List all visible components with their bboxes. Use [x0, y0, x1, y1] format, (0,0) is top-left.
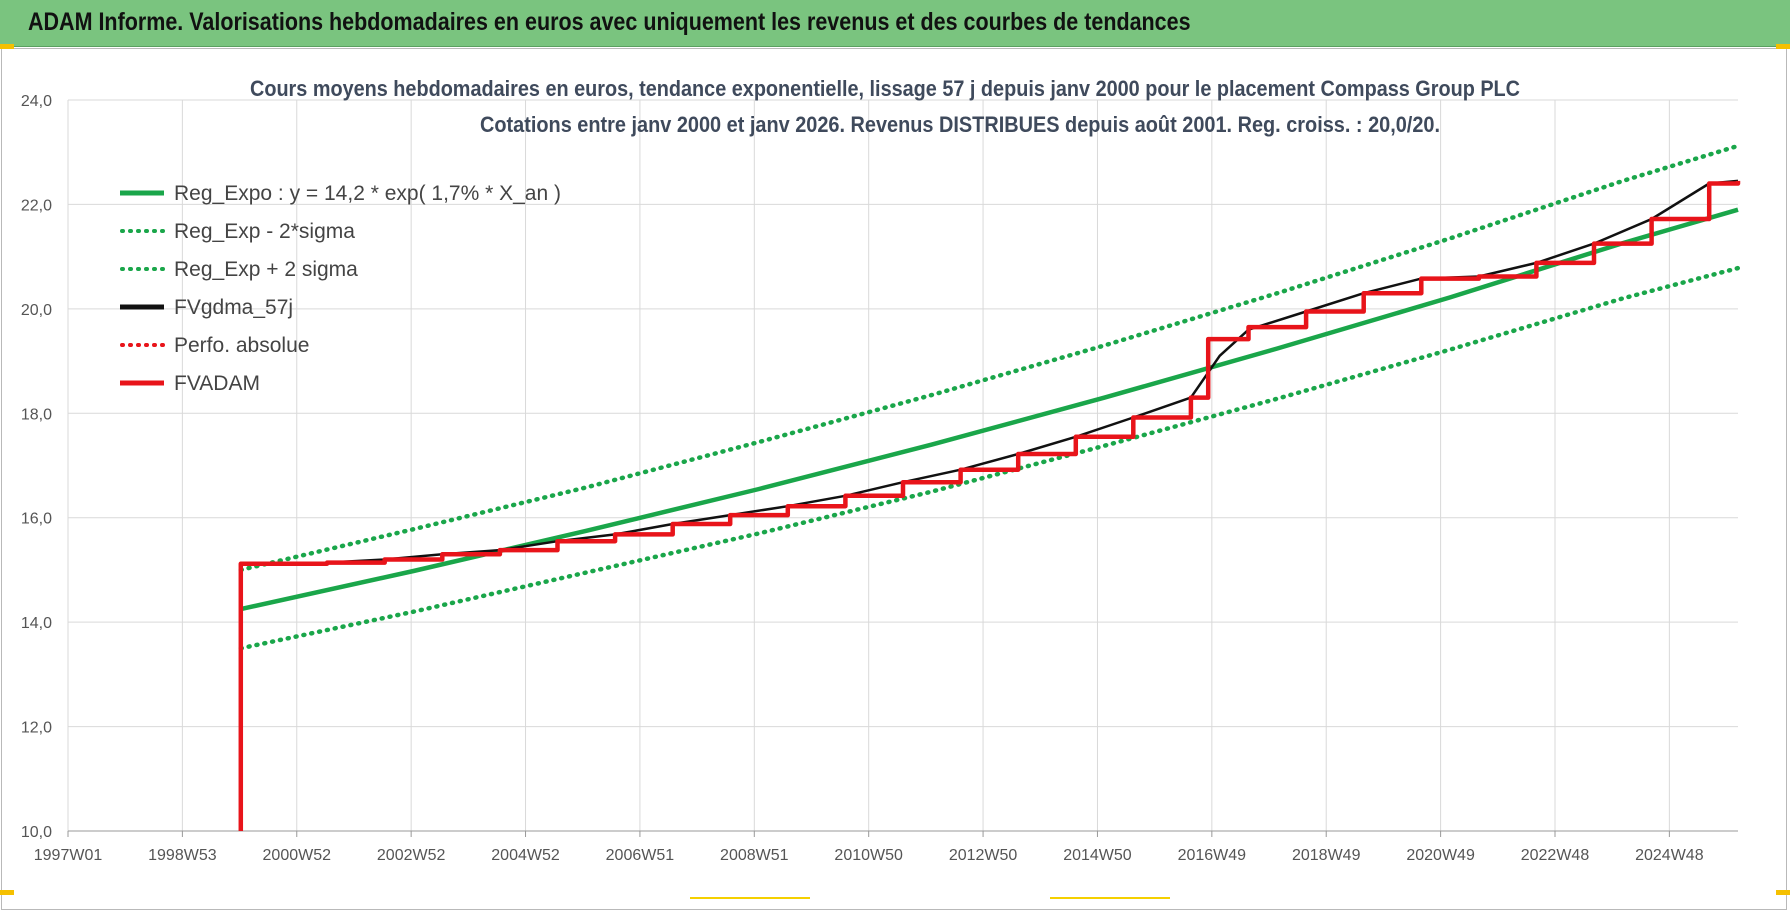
y-tick-label: 22,0 [21, 197, 52, 214]
x-tick-label: 2020W49 [1406, 847, 1475, 864]
banner-title: ADAM Informe. Valorisations hebdomadaire… [28, 8, 1191, 36]
series-line-1 [238, 265, 1741, 651]
bottom-accent-2 [1050, 897, 1170, 899]
y-tick-label: 14,0 [21, 615, 52, 632]
x-tick-label: 2022W48 [1521, 847, 1590, 864]
chart-subtitle: Cotations entre janv 2000 et janv 2026. … [480, 112, 1440, 137]
corner-mark-bottom-left [0, 890, 14, 895]
x-tick-label: 2014W50 [1063, 847, 1132, 864]
chart-title: Cours moyens hebdomadaires en euros, ten… [250, 76, 1520, 101]
legend-label-2: Reg_Exp + 2 sigma [174, 258, 358, 281]
y-tick-label: 20,0 [21, 302, 52, 319]
bottom-accent-1 [690, 897, 810, 899]
x-tick-label: 1998W53 [148, 847, 217, 864]
legend-label-3: FVgdma_57j [174, 296, 293, 319]
x-tick-label: 2002W52 [377, 847, 446, 864]
legend-label-4: Perfo. absolue [174, 334, 309, 357]
y-tick-label: 12,0 [21, 720, 52, 737]
legend-label-5: FVADAM [174, 372, 260, 395]
series-lines [238, 143, 1741, 831]
y-tick-label: 18,0 [21, 406, 52, 423]
x-tick-label: 2006W51 [606, 847, 675, 864]
corner-mark-top-left [0, 44, 14, 49]
x-tick-label: 2010W50 [834, 847, 903, 864]
legend-label-1: Reg_Exp - 2*sigma [174, 220, 355, 243]
x-tick-label: 2018W49 [1292, 847, 1361, 864]
x-tick-label: 2016W49 [1178, 847, 1247, 864]
x-tick-label: 2012W50 [949, 847, 1018, 864]
x-axis-ticks: 1997W01 1998W53 2000W52 2002W52 2004W52 2006W… [34, 847, 1704, 864]
y-tick-label: 10,0 [21, 824, 52, 841]
series-line-5 [238, 180, 1741, 831]
x-tick-label: 2000W52 [263, 847, 332, 864]
header-banner: ADAM Informe. Valorisations hebdomadaire… [0, 0, 1790, 47]
x-tick-label: 2024W48 [1635, 847, 1704, 864]
legend: Reg_Expo : y = 14,2 * exp( 1,7% * X_an )… [120, 182, 561, 395]
x-tick-label: 2004W52 [491, 847, 560, 864]
series-line-3 [240, 179, 1739, 565]
x-tick-label: 2008W51 [720, 847, 789, 864]
y-axis-ticks: 10,0 12,0 14,0 16,0 18,0 20,0 22,0 24,0 [21, 93, 52, 841]
y-tick-label: 24,0 [21, 93, 52, 110]
x-tick-label: 1997W01 [34, 847, 103, 864]
chart-frame [1, 48, 1787, 910]
y-tick-label: 16,0 [21, 511, 52, 528]
series-line-2 [238, 143, 1741, 573]
legend-label-0: Reg_Expo : y = 14,2 * exp( 1,7% * X_an ) [174, 182, 561, 205]
corner-mark-bottom-right [1776, 890, 1790, 895]
corner-mark-top-right [1776, 44, 1790, 49]
grid-lines [67, 99, 1738, 837]
